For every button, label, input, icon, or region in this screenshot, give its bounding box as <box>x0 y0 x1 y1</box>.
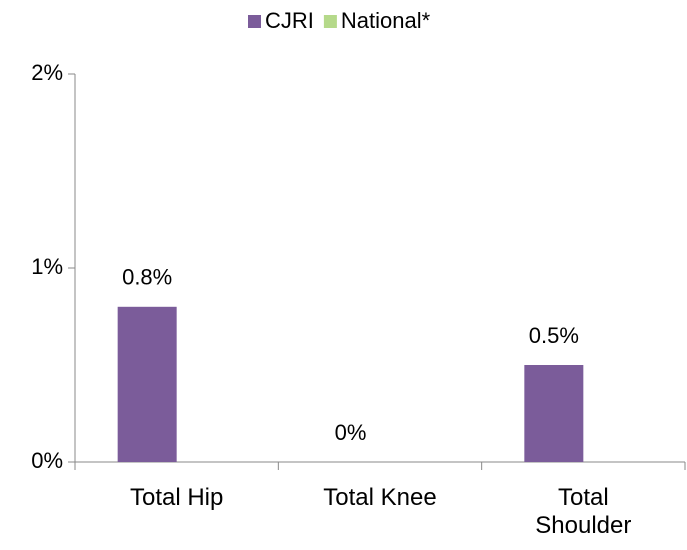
legend-label: CJRI <box>265 8 314 33</box>
data-label: 0.5% <box>529 323 579 348</box>
legend-swatch <box>248 15 261 28</box>
data-label: 0.8% <box>122 265 172 290</box>
y-tick-label: 2% <box>31 60 63 85</box>
y-tick-label: 1% <box>31 254 63 279</box>
data-label: 0% <box>335 420 367 445</box>
x-tick-label: Total Knee <box>323 484 437 511</box>
bar <box>524 365 584 462</box>
x-tick-label: Total Shoulder <box>535 484 632 539</box>
y-tick-label: 0% <box>31 448 63 473</box>
x-tick-label: Total Hip <box>129 484 224 511</box>
legend-label: National* <box>341 8 431 33</box>
legend-swatch <box>323 15 337 28</box>
bar <box>117 306 177 462</box>
